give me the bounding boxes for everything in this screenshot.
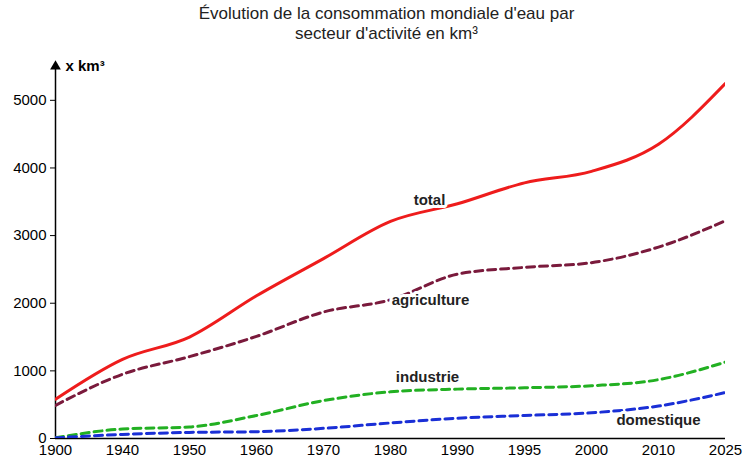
svg-text:2025: 2025 xyxy=(709,441,742,458)
svg-text:0: 0 xyxy=(38,429,47,447)
svg-text:3000: 3000 xyxy=(13,226,46,243)
svg-text:1900: 1900 xyxy=(39,441,72,458)
svg-text:1940: 1940 xyxy=(106,441,139,458)
svg-text:4000: 4000 xyxy=(13,159,46,176)
svg-text:industrie: industrie xyxy=(396,368,459,385)
svg-text:1995: 1995 xyxy=(508,441,541,458)
svg-text:1970: 1970 xyxy=(307,441,340,458)
svg-text:2010: 2010 xyxy=(642,441,675,458)
svg-text:1000: 1000 xyxy=(13,362,46,379)
svg-text:total: total xyxy=(414,191,446,208)
svg-text:2000: 2000 xyxy=(13,294,46,311)
svg-text:5000: 5000 xyxy=(13,91,46,108)
svg-text:domestique: domestique xyxy=(616,411,700,428)
svg-text:1980: 1980 xyxy=(374,441,407,458)
svg-text:agriculture: agriculture xyxy=(392,291,470,308)
svg-text:2000: 2000 xyxy=(575,441,608,458)
svg-text:1990: 1990 xyxy=(441,441,474,458)
svg-text:1950: 1950 xyxy=(173,441,206,458)
html-text:Évolution de la consommation m: Évolution de la consommation mondiale d'… xyxy=(198,4,575,43)
svg-text:x km³: x km³ xyxy=(66,57,105,74)
svg-text:1960: 1960 xyxy=(240,441,273,458)
